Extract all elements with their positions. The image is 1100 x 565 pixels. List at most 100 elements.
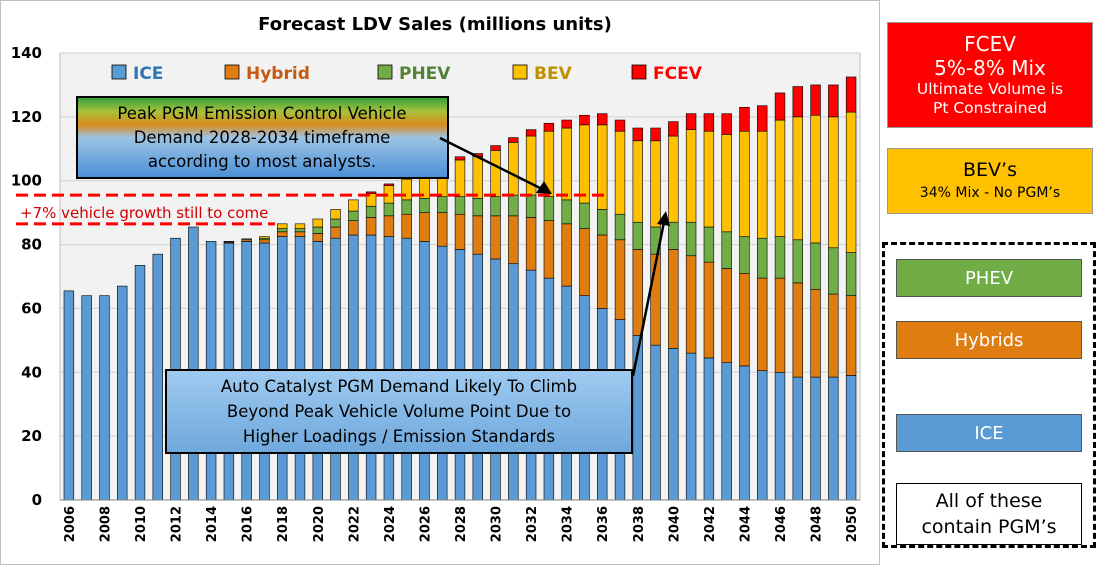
bar-fcev-2037 xyxy=(614,119,626,132)
bar-bev-2035 xyxy=(579,124,590,204)
peak-callout-line-3: according to most analysts. xyxy=(148,152,376,171)
x-tick-label: 2046 xyxy=(774,506,789,542)
bar-fcev-2046 xyxy=(774,92,786,121)
x-tick-label: 2042 xyxy=(703,506,718,542)
x-tick-label: 2032 xyxy=(525,506,540,542)
fcev-box-line-1: Ultimate Volume is xyxy=(916,80,1064,98)
x-tick-label: 2008 xyxy=(98,506,113,542)
bar-hybrid-2018 xyxy=(277,231,288,237)
bar-fcev-2042 xyxy=(703,113,715,132)
bar-phev-2021 xyxy=(330,218,341,228)
bar-fcev-2034 xyxy=(561,119,572,129)
bar-ice-2039 xyxy=(650,344,661,501)
bar-fcev-2031 xyxy=(508,137,519,143)
bar-phev-2048 xyxy=(810,242,821,290)
bar-fcev-2050 xyxy=(845,76,857,113)
bar-hybrid-2017 xyxy=(259,239,270,244)
legend-swatch-bev xyxy=(512,64,528,80)
bar-phev-2034 xyxy=(561,199,572,225)
bar-hybrid-2050 xyxy=(845,295,857,376)
legend-swatch-ice xyxy=(111,64,127,80)
bar-fcev-2041 xyxy=(685,113,697,130)
bar-phev-2047 xyxy=(792,239,803,284)
y-tick-label: 140 xyxy=(11,44,42,62)
bar-phev-2036 xyxy=(597,209,608,236)
bar-phev-2046 xyxy=(774,236,786,279)
bar-ice-2007 xyxy=(81,295,92,501)
legend-label-phev: PHEV xyxy=(399,64,451,84)
bar-hybrid-2041 xyxy=(685,255,697,354)
bar-bev-2045 xyxy=(757,130,768,239)
bar-ice-2023 xyxy=(365,234,377,501)
bar-hybrid-2023 xyxy=(365,217,377,236)
bar-hybrid-2045 xyxy=(757,277,768,371)
bar-hybrid-2034 xyxy=(561,223,572,287)
y-tick-label: 20 xyxy=(21,427,42,445)
legend-label-bev: BEV xyxy=(534,64,573,84)
catalyst-callout: Auto Catalyst PGM Demand Likely To Climb… xyxy=(165,211,670,454)
bar-bev-2047 xyxy=(792,116,803,241)
x-tick-label: 2044 xyxy=(738,506,753,542)
bar-bev-2037 xyxy=(614,130,626,215)
x-tick-label: 2048 xyxy=(810,506,825,542)
bar-hybrid-2030 xyxy=(490,215,501,260)
bar-ice-2022 xyxy=(348,234,359,501)
bar-phev-2016 xyxy=(241,238,252,241)
bar-fcev-2030 xyxy=(490,145,501,151)
chart-title: Forecast LDV Sales (millions units) xyxy=(258,14,612,35)
y-tick-label: 100 xyxy=(11,172,42,190)
bar-phev-2023 xyxy=(365,205,377,218)
bar-ice-2045 xyxy=(757,370,768,501)
bar-hybrid-2021 xyxy=(330,226,341,239)
peak-callout: Peak PGM Emission Control Vehicle Demand… xyxy=(76,96,552,194)
legend-swatch-phev xyxy=(377,64,393,80)
bar-ice-2048 xyxy=(810,376,821,501)
hybrids-info-box: Hybrids xyxy=(896,321,1082,359)
bar-ice-2046 xyxy=(774,371,786,501)
bar-bev-2038 xyxy=(632,140,643,223)
x-tick-label: 2014 xyxy=(205,506,220,542)
x-tick-label: 2016 xyxy=(241,506,256,542)
bev-box-title: BEV’s xyxy=(963,159,1017,181)
bar-bev-2036 xyxy=(597,124,608,210)
bar-fcev-2035 xyxy=(579,114,590,126)
bar-bev-2050 xyxy=(845,111,857,253)
bar-phev-2035 xyxy=(579,202,590,229)
bar-hybrid-2043 xyxy=(721,268,732,364)
bar-hybrid-2048 xyxy=(810,288,821,378)
bar-fcev-2047 xyxy=(792,86,803,118)
bar-ice-2050 xyxy=(845,375,857,501)
bar-ice-2038 xyxy=(632,335,643,501)
bar-ice-2024 xyxy=(383,236,395,501)
bar-phev-2019 xyxy=(294,228,306,233)
x-tick-label: 2018 xyxy=(276,506,291,542)
bar-phev-2028 xyxy=(454,196,466,215)
legend-label-ice: ICE xyxy=(133,64,163,84)
bar-bev-2030 xyxy=(490,150,501,197)
bar-bev-2034 xyxy=(561,127,572,201)
pgm-note: All of these contain PGM’s xyxy=(896,483,1082,545)
bar-ice-2041 xyxy=(685,352,697,501)
bar-hybrid-2026 xyxy=(419,212,430,242)
bar-phev-2043 xyxy=(721,231,732,269)
bar-hybrid-2020 xyxy=(312,233,323,242)
peak-callout-arrow-shaft xyxy=(439,136,545,192)
bar-ice-2009 xyxy=(117,285,128,501)
bar-ice-2043 xyxy=(721,362,732,501)
x-tick-label: 2026 xyxy=(418,506,433,542)
bar-ice-2040 xyxy=(668,348,679,501)
bar-ice-2044 xyxy=(739,365,750,501)
bar-bev-2022 xyxy=(348,199,359,212)
fcev-box-subtitle: 5%-8% Mix xyxy=(934,56,1046,80)
bar-ice-2018 xyxy=(277,236,288,501)
bar-bev-2039 xyxy=(650,140,661,228)
bar-phev-2044 xyxy=(739,236,750,274)
bar-bev-2048 xyxy=(810,114,821,244)
bar-bev-2029 xyxy=(472,156,483,199)
x-tick-label: 2030 xyxy=(490,506,505,542)
bar-bev-2040 xyxy=(668,135,679,223)
bar-phev-2031 xyxy=(508,194,519,217)
bar-bev-2020 xyxy=(312,218,323,228)
bar-fcev-2044 xyxy=(739,106,750,132)
bar-bev-2025 xyxy=(401,178,412,201)
